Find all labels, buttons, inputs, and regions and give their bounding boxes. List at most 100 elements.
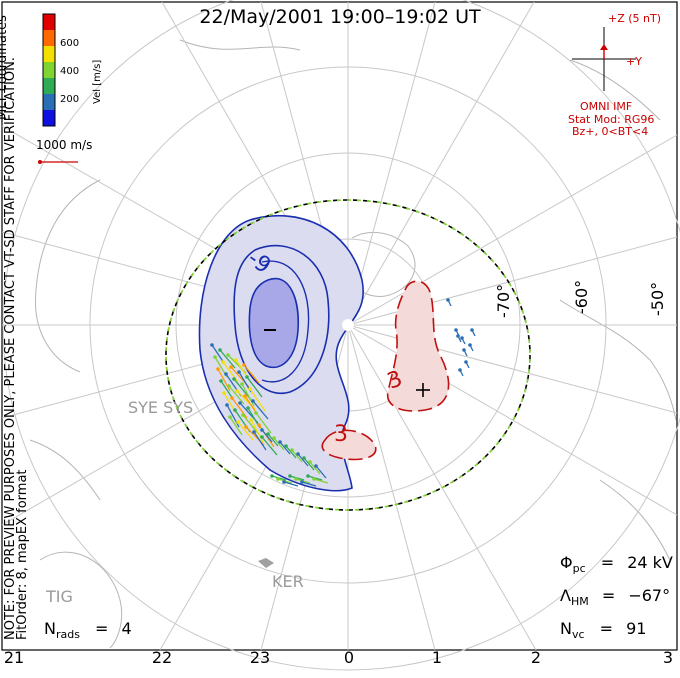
velocity-vector-origin — [300, 480, 304, 484]
velocity-vector-origin — [296, 452, 300, 456]
station-label-ker: KER — [272, 572, 304, 591]
velocity-vector-origin — [221, 360, 225, 364]
colorbar-segment — [43, 94, 55, 111]
velocity-vector-origin — [244, 425, 248, 429]
latitude-label-60: -60° — [572, 279, 591, 314]
velocity-vector — [283, 481, 299, 487]
fitorder-note: FitOrder: 8, mapEX format — [15, 469, 30, 640]
velocity-vector-origin — [290, 448, 294, 452]
velocity-vector-origin — [224, 372, 228, 376]
velocity-vector-origin — [241, 413, 245, 417]
colorbar-tick-600: 600 — [60, 38, 80, 49]
velocity-vectors — [210, 298, 476, 487]
imf-condition-label: Bz+, 0<BT<4 — [572, 125, 649, 138]
colorbar-border — [42, 13, 56, 127]
velocity-vector-origin — [257, 423, 261, 427]
stat-model-label: Stat Mod: RG96 — [568, 113, 655, 126]
positive-cell-contour — [386, 280, 450, 412]
velocity-vector — [309, 461, 321, 475]
station-label-tig: TIG — [46, 587, 73, 606]
velocity-vector — [235, 359, 249, 379]
velocity-vector-origin — [213, 355, 217, 359]
phi-symbol: Φ — [560, 553, 573, 572]
imf-plus-y-label: +Y — [626, 55, 642, 68]
nrads-symbol: N — [44, 619, 56, 638]
velocity-vector-origin — [249, 418, 253, 422]
velocity-vector-origin — [306, 474, 310, 478]
mlt-tick-1: 1 — [431, 648, 443, 667]
hm-latitude: ΛHM = −67° — [560, 586, 671, 609]
velocity-vector-origin — [252, 430, 256, 434]
velocity-colorbar — [42, 13, 56, 127]
velocity-vector-origin — [460, 336, 464, 340]
lambda-hm-value: −67° — [628, 586, 671, 605]
velocity-vector-origin — [294, 477, 298, 481]
mlt-tick-0: 0 — [343, 648, 355, 667]
velocity-vector — [297, 453, 309, 467]
velocity-vector-origin — [243, 394, 247, 398]
velocity-vector-origin — [272, 436, 276, 440]
lambda-symbol: Λ — [560, 586, 571, 605]
velocity-vector-origin — [248, 387, 252, 391]
nvc-subscript: vc — [571, 628, 585, 642]
nrads-value: 4 — [121, 619, 132, 638]
cross-polar-cap-potential: Φpc = 24 kV — [560, 553, 673, 576]
velocity-vector-origin — [464, 360, 468, 364]
velocity-vector-origin — [240, 382, 244, 386]
velocity-vector-origin — [226, 353, 230, 357]
velocity-vector — [219, 349, 236, 369]
velocity-vector — [249, 388, 266, 412]
velocity-vector — [273, 437, 285, 451]
negative-cell-core-contour — [248, 277, 300, 369]
velocity-vector-origin — [270, 474, 274, 478]
potential-maximum-marker — [416, 383, 430, 397]
positive-cell-small-contour — [321, 429, 377, 461]
velocity-vector — [253, 431, 267, 451]
colorbar-segment — [43, 78, 55, 95]
velocity-vector-origin — [230, 396, 234, 400]
velocity-vector-origin — [219, 379, 223, 383]
map-title: 22/May/2001 19:00–19:02 UT — [199, 6, 481, 28]
velocity-vector-origin — [462, 348, 466, 352]
velocity-vector-origin — [245, 375, 249, 379]
velocity-vector — [279, 441, 291, 455]
velocity-vector-origin — [456, 334, 460, 338]
velocity-vector-origin — [458, 368, 462, 372]
velocity-vector — [211, 344, 225, 364]
velocity-vector-origin — [260, 435, 264, 439]
velocity-vector-origin — [238, 401, 242, 405]
mlt-tick-22: 22 — [151, 648, 173, 667]
velocity-vector-origin — [251, 399, 255, 403]
velocity-vector-origin — [222, 391, 226, 395]
velocity-vector-origin — [237, 370, 241, 374]
positive-contour-label-2: 3 — [334, 422, 348, 447]
colorbar-tick-400: 400 — [60, 66, 80, 77]
imf-plus-z-label: +Z (5 nT) — [608, 12, 662, 25]
velocity-vector — [229, 416, 243, 436]
station-label-sye-sys: SYE SYS — [128, 398, 194, 417]
plot-frame — [1, 1, 678, 651]
velocity-vector-origin — [232, 377, 236, 381]
imf-clock — [572, 27, 636, 91]
velocity-vector — [220, 380, 234, 400]
colorbar-title: Vel [m/s] — [92, 59, 103, 104]
colorbar-segment — [43, 14, 55, 31]
velocity-vector-origin — [216, 367, 220, 371]
velocity-vector-origin — [284, 444, 288, 448]
negative-cell-inner-contour — [261, 260, 310, 383]
velocity-vector-origin — [308, 460, 312, 464]
velocity-vector — [228, 385, 245, 405]
velocity-vector-origin — [218, 348, 222, 352]
velocity-vector — [313, 478, 329, 484]
coastlines — [29, 39, 677, 649]
velocity-vector-origin — [446, 298, 450, 302]
velocity-vector-origin — [229, 365, 233, 369]
mlt-tick-2: 2 — [530, 648, 542, 667]
velocity-vector-origin — [282, 480, 286, 484]
velocity-vector-origin — [454, 328, 458, 332]
mlt-tick-21: 21 — [3, 648, 25, 667]
negative-cell-mid-contour — [233, 244, 330, 395]
velocity-vector — [285, 445, 297, 459]
